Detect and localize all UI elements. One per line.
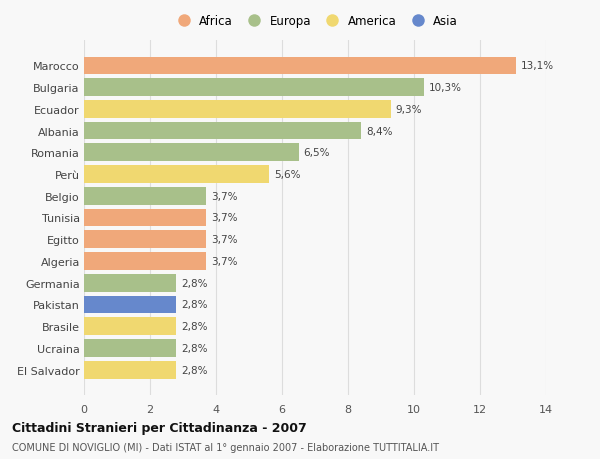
Text: Cittadini Stranieri per Cittadinanza - 2007: Cittadini Stranieri per Cittadinanza - 2… — [12, 421, 307, 434]
Bar — [84, 57, 517, 75]
Bar — [84, 187, 206, 205]
Text: 3,7%: 3,7% — [211, 191, 238, 202]
Text: 3,7%: 3,7% — [211, 213, 238, 223]
Text: 10,3%: 10,3% — [429, 83, 462, 93]
Text: 13,1%: 13,1% — [521, 61, 554, 71]
Text: 5,6%: 5,6% — [274, 170, 300, 179]
Bar — [84, 101, 391, 118]
Bar — [84, 79, 424, 97]
Text: 8,4%: 8,4% — [366, 126, 392, 136]
Text: 2,8%: 2,8% — [181, 365, 208, 375]
Text: COMUNE DI NOVIGLIO (MI) - Dati ISTAT al 1° gennaio 2007 - Elaborazione TUTTITALI: COMUNE DI NOVIGLIO (MI) - Dati ISTAT al … — [12, 442, 439, 452]
Bar — [84, 231, 206, 249]
Text: 6,5%: 6,5% — [304, 148, 330, 158]
Text: 2,8%: 2,8% — [181, 278, 208, 288]
Bar — [84, 209, 206, 227]
Text: 3,7%: 3,7% — [211, 235, 238, 245]
Text: 2,8%: 2,8% — [181, 343, 208, 353]
Text: 2,8%: 2,8% — [181, 300, 208, 310]
Text: 3,7%: 3,7% — [211, 257, 238, 266]
Bar — [84, 339, 176, 357]
Bar — [84, 274, 176, 292]
Text: 9,3%: 9,3% — [396, 105, 422, 115]
Bar — [84, 144, 299, 162]
Text: 2,8%: 2,8% — [181, 321, 208, 331]
Bar — [84, 296, 176, 313]
Bar — [84, 123, 361, 140]
Bar — [84, 252, 206, 270]
Legend: Africa, Europa, America, Asia: Africa, Europa, America, Asia — [169, 12, 461, 32]
Bar — [84, 318, 176, 336]
Bar — [84, 166, 269, 184]
Bar — [84, 361, 176, 379]
